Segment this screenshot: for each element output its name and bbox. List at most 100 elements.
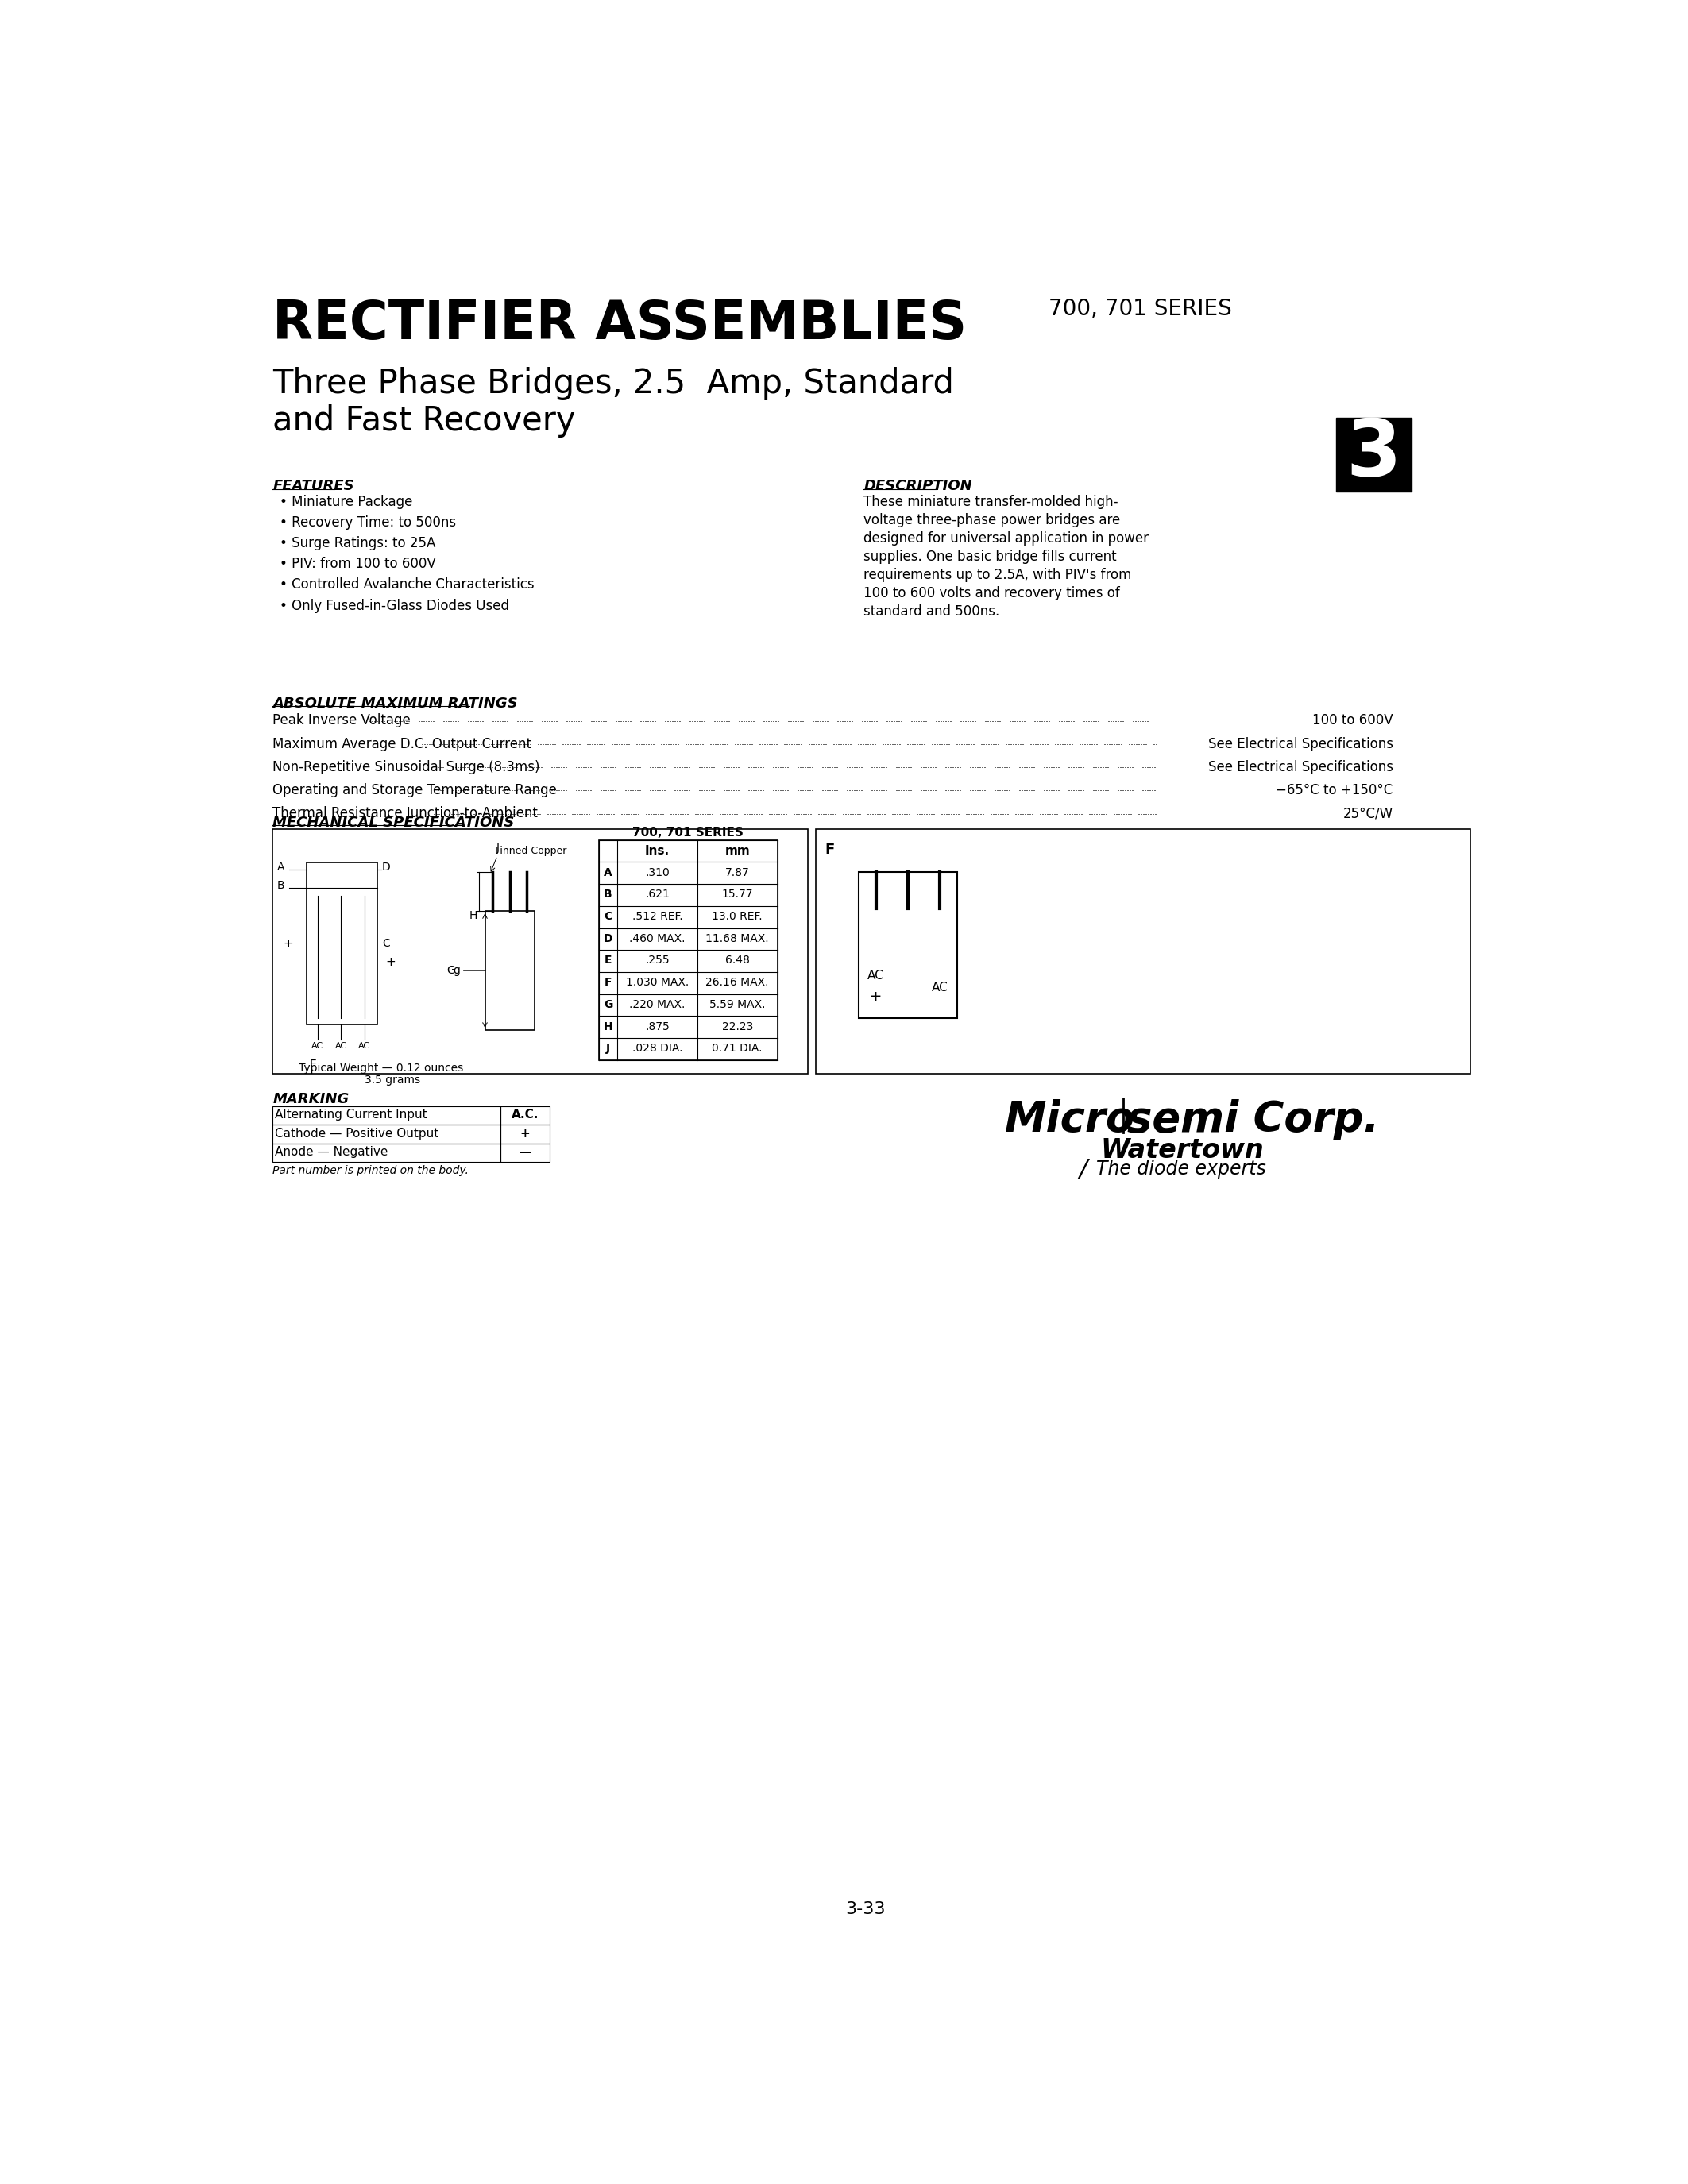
Text: 700, 701 SERIES: 700, 701 SERIES — [1048, 297, 1232, 319]
Text: MECHANICAL SPECIFICATIONS: MECHANICAL SPECIFICATIONS — [272, 815, 515, 830]
Text: and Fast Recovery: and Fast Recovery — [272, 404, 576, 437]
Text: Operating and Storage Temperature Range: Operating and Storage Temperature Range — [272, 784, 557, 797]
Text: 1.030 MAX.: 1.030 MAX. — [626, 976, 689, 987]
Text: Ins.: Ins. — [645, 845, 670, 856]
Text: Micro: Micro — [1004, 1099, 1136, 1140]
Text: A: A — [604, 867, 613, 878]
Text: 25°C/W: 25°C/W — [1344, 806, 1393, 821]
Text: 11.68 MAX.: 11.68 MAX. — [706, 933, 770, 943]
Text: .875: .875 — [645, 1020, 670, 1033]
Text: +: + — [284, 937, 294, 950]
Text: AC: AC — [358, 1042, 370, 1051]
Text: Anode — Negative: Anode — Negative — [275, 1147, 388, 1158]
Bar — [272, 1142, 500, 1162]
Bar — [272, 1125, 500, 1142]
Text: 5.59 MAX.: 5.59 MAX. — [709, 998, 765, 1009]
Bar — [500, 1125, 550, 1142]
Text: +: + — [869, 989, 883, 1005]
Text: .310: .310 — [645, 867, 670, 878]
Text: • Only Fused-in-Glass Diodes Used: • Only Fused-in-Glass Diodes Used — [280, 598, 510, 614]
Text: FEATURES: FEATURES — [272, 478, 354, 494]
Text: B: B — [604, 889, 613, 900]
Text: .255: .255 — [645, 954, 670, 965]
Text: RECTIFIER ASSEMBLIES: RECTIFIER ASSEMBLIES — [272, 297, 967, 349]
Text: 15.77: 15.77 — [722, 889, 753, 900]
Text: +: + — [385, 957, 395, 968]
Text: g: g — [454, 965, 461, 976]
Bar — [272, 1107, 500, 1125]
Text: H: H — [604, 1020, 613, 1033]
Text: AC: AC — [312, 1042, 324, 1051]
Text: —: — — [518, 1147, 532, 1158]
Text: G: G — [604, 998, 613, 1009]
Text: • Surge Ratings: to 25A: • Surge Ratings: to 25A — [280, 535, 436, 550]
Bar — [599, 841, 778, 1059]
Text: E: E — [604, 954, 611, 965]
Text: 3: 3 — [1347, 417, 1401, 494]
Text: Three Phase Bridges, 2.5  Amp, Standard: Three Phase Bridges, 2.5 Amp, Standard — [272, 367, 954, 400]
Text: • Recovery Time: to 500ns: • Recovery Time: to 500ns — [280, 515, 456, 529]
Text: H: H — [469, 911, 478, 922]
Text: B: B — [277, 880, 285, 891]
Text: • Miniature Package: • Miniature Package — [280, 494, 414, 509]
Text: F: F — [825, 843, 834, 856]
Bar — [500, 1107, 550, 1125]
Text: AC: AC — [334, 1042, 348, 1051]
Text: .460 MAX.: .460 MAX. — [630, 933, 685, 943]
Text: AC: AC — [868, 970, 885, 981]
Bar — [272, 830, 809, 1075]
Text: 100 to 600V: 100 to 600V — [1312, 714, 1393, 727]
Text: −65°C to +150°C: −65°C to +150°C — [1276, 784, 1393, 797]
Text: Tinned Copper: Tinned Copper — [495, 845, 567, 856]
Text: Typical Weight — 0.12 ounces: Typical Weight — 0.12 ounces — [299, 1064, 463, 1075]
Text: ABSOLUTE MAXIMUM RATINGS: ABSOLUTE MAXIMUM RATINGS — [272, 697, 518, 710]
Text: See Electrical Specifications: See Electrical Specifications — [1209, 760, 1393, 773]
Text: J: J — [496, 843, 500, 854]
Text: voltage three-phase power bridges are: voltage three-phase power bridges are — [864, 513, 1121, 526]
Text: J: J — [606, 1044, 609, 1055]
Bar — [815, 830, 1470, 1075]
Text: F: F — [604, 976, 611, 987]
Text: Thermal Resistance Junction-to-Ambient: Thermal Resistance Junction-to-Ambient — [272, 806, 538, 821]
Text: Peak Inverse Voltage: Peak Inverse Voltage — [272, 714, 410, 727]
Text: The diode experts: The diode experts — [1096, 1160, 1266, 1179]
Text: Alternating Current Input: Alternating Current Input — [275, 1109, 427, 1120]
Text: These miniature transfer-molded high-: These miniature transfer-molded high- — [864, 494, 1117, 509]
Text: supplies. One basic bridge fills current: supplies. One basic bridge fills current — [864, 550, 1117, 563]
Text: standard and 500ns.: standard and 500ns. — [864, 605, 999, 618]
Text: A: A — [277, 863, 285, 874]
Text: 7.87: 7.87 — [726, 867, 749, 878]
Text: .028 DIA.: .028 DIA. — [631, 1044, 682, 1055]
Text: 100 to 600 volts and recovery times of: 100 to 600 volts and recovery times of — [864, 585, 1119, 601]
Text: 0.71 DIA.: 0.71 DIA. — [712, 1044, 763, 1055]
Text: Cathode — Positive Output: Cathode — Positive Output — [275, 1127, 439, 1140]
Text: 22.23: 22.23 — [722, 1020, 753, 1033]
Text: C: C — [381, 939, 390, 950]
Text: Watertown: Watertown — [1101, 1138, 1264, 1164]
Text: D: D — [381, 863, 390, 874]
Text: /: / — [1079, 1158, 1087, 1182]
Text: • Controlled Avalanche Characteristics: • Controlled Avalanche Characteristics — [280, 577, 535, 592]
Text: AC: AC — [932, 983, 949, 994]
Text: 700, 701 SERIES: 700, 701 SERIES — [633, 828, 744, 839]
Text: 13.0 REF.: 13.0 REF. — [712, 911, 763, 922]
Text: C: C — [604, 911, 613, 922]
Bar — [500, 1142, 550, 1162]
Text: 26.16 MAX.: 26.16 MAX. — [706, 976, 770, 987]
Text: E: E — [309, 1059, 316, 1070]
Text: 3-33: 3-33 — [846, 1900, 885, 1918]
Text: Maximum Average D.C. Output Current: Maximum Average D.C. Output Current — [272, 736, 532, 751]
Text: semi Corp.: semi Corp. — [1128, 1099, 1379, 1140]
Text: G: G — [447, 965, 456, 976]
Text: 3.5 grams: 3.5 grams — [365, 1075, 420, 1085]
Text: .621: .621 — [645, 889, 670, 900]
Text: DESCRIPTION: DESCRIPTION — [864, 478, 972, 494]
Text: designed for universal application in power: designed for universal application in po… — [864, 531, 1150, 546]
Bar — [307, 863, 376, 1024]
Text: MARKING: MARKING — [272, 1092, 349, 1107]
Bar — [859, 871, 957, 1018]
Text: See Electrical Specifications: See Electrical Specifications — [1209, 736, 1393, 751]
Text: 6.48: 6.48 — [726, 954, 749, 965]
Text: D: D — [604, 933, 613, 943]
Text: • PIV: from 100 to 600V: • PIV: from 100 to 600V — [280, 557, 436, 572]
